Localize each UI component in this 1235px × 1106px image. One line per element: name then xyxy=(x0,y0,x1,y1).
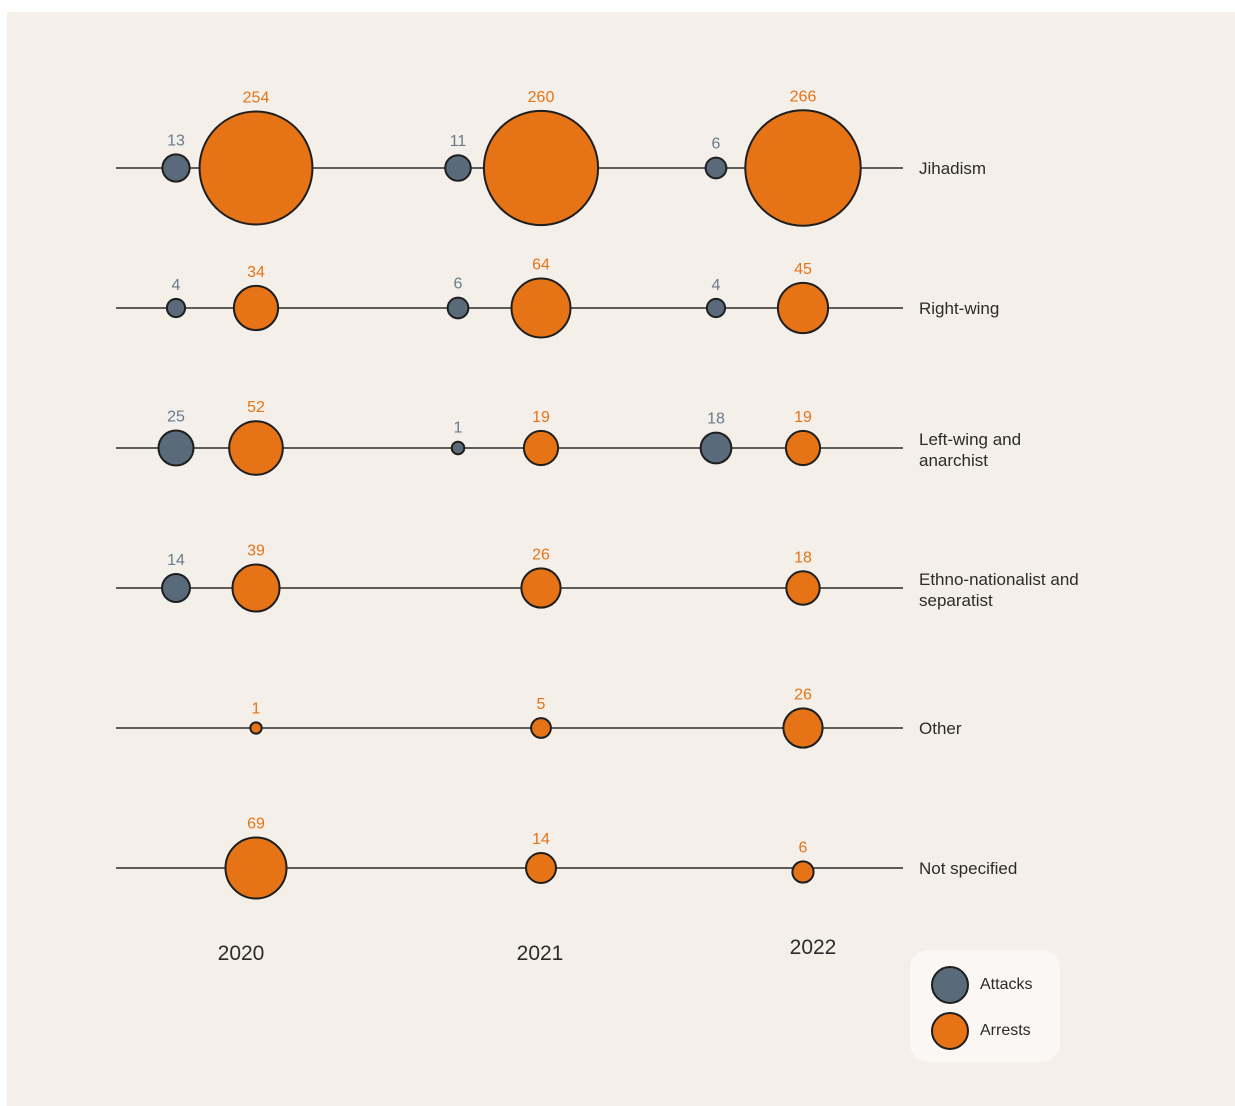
legend-label-attacks: Attacks xyxy=(980,976,1032,993)
arrests-value-2022: 45 xyxy=(794,261,812,278)
arrests-bubble-2020 xyxy=(231,563,281,613)
legend-swatch-attacks xyxy=(931,966,969,1004)
attacks-value-2022: 6 xyxy=(712,136,721,153)
arrests-value-2021: 19 xyxy=(532,409,550,426)
arrests-bubble-2020 xyxy=(198,110,314,226)
arrests-value-2020: 39 xyxy=(247,542,265,559)
attacks-bubble-2022 xyxy=(699,431,733,465)
attacks-value-2020: 25 xyxy=(167,409,185,426)
arrests-bubble-2022 xyxy=(784,429,822,467)
attacks-bubble-2020 xyxy=(161,153,191,183)
arrests-bubble-2020 xyxy=(228,420,284,476)
attacks-value-2020: 4 xyxy=(172,277,181,294)
row-5: Not specified 69 14 6 xyxy=(116,815,1017,900)
arrests-value-2022: 18 xyxy=(794,549,812,566)
legend-box xyxy=(910,950,1060,1062)
row-label: Not specified xyxy=(919,859,1017,878)
arrests-value-2022: 26 xyxy=(794,686,812,703)
arrests-bubble-2022 xyxy=(785,570,821,606)
attacks-bubble-2021 xyxy=(450,440,466,456)
arrests-value-2021: 5 xyxy=(537,696,546,713)
arrests-value-2020: 254 xyxy=(243,90,270,107)
arrests-value-2020: 52 xyxy=(247,399,265,416)
attacks-value-2022: 18 xyxy=(707,411,725,428)
arrests-bubble-2021 xyxy=(522,429,560,467)
arrests-value-2021: 64 xyxy=(532,257,550,274)
legend: Attacks Arrests xyxy=(910,950,1060,1062)
arrests-value-2022: 6 xyxy=(799,839,808,856)
row-label: Jihadism xyxy=(919,159,986,178)
attacks-bubble-2020 xyxy=(157,429,195,467)
row-label: Ethno-nationalist and separatist xyxy=(919,570,1079,610)
row-label: Right-wing xyxy=(919,299,999,318)
attacks-value-2021: 6 xyxy=(454,276,463,293)
attacks-value-2022: 4 xyxy=(712,277,721,294)
arrests-bubble-2021 xyxy=(510,277,572,339)
attacks-bubble-2020 xyxy=(161,573,191,603)
row-4: Other 1 5 26 xyxy=(116,686,962,749)
year-label-2020: 2020 xyxy=(218,942,265,965)
row-label: Other xyxy=(919,719,962,738)
arrests-value-2021: 260 xyxy=(528,89,555,106)
legend-swatch-arrests xyxy=(931,1012,969,1050)
arrests-value-2021: 14 xyxy=(532,831,550,848)
arrests-value-2022: 266 xyxy=(790,88,817,105)
attacks-bubble-2021 xyxy=(446,296,470,320)
row-label: Left-wing and anarchist xyxy=(919,430,1021,470)
row-3: Ethno-nationalist and separatist 14 39 26 18 xyxy=(116,542,1079,613)
arrests-bubble-2020 xyxy=(224,836,288,900)
arrests-value-2020: 69 xyxy=(247,815,265,832)
arrests-bubble-2022 xyxy=(782,707,824,749)
attacks-value-2020: 14 xyxy=(167,552,185,569)
arrests-bubble-2021 xyxy=(482,109,600,227)
legend-label-arrests: Arrests xyxy=(980,1022,1031,1039)
chart-background xyxy=(7,12,1235,1106)
attacks-value-2021: 11 xyxy=(450,133,467,150)
row-2: Left-wing and anarchist 25 1 18 52 19 19 xyxy=(116,399,1021,476)
arrests-bubble-2020 xyxy=(232,284,280,332)
arrests-bubble-2021 xyxy=(525,852,557,884)
attacks-bubble-2022 xyxy=(704,156,728,180)
arrests-bubble-2021 xyxy=(520,567,562,609)
arrests-value-2020: 1 xyxy=(252,700,261,717)
arrests-bubble-2022 xyxy=(791,860,815,884)
year-axis: 2020 2021 2022 xyxy=(218,936,837,965)
arrests-value-2022: 19 xyxy=(794,409,812,426)
attacks-bubble-2021 xyxy=(444,154,472,182)
arrests-bubble-2022 xyxy=(776,281,830,335)
row-0: Jihadism 13 11 6 254 260 266 xyxy=(116,88,986,227)
arrests-bubble-2022 xyxy=(744,109,862,227)
arrests-bubble-2021 xyxy=(530,717,552,739)
year-label-2021: 2021 xyxy=(517,942,564,965)
arrests-bubble-2020 xyxy=(249,721,263,735)
year-label-2022: 2022 xyxy=(790,936,837,959)
arrests-value-2021: 26 xyxy=(532,546,550,563)
arrests-value-2020: 34 xyxy=(247,264,265,281)
attacks-bubble-2020 xyxy=(165,297,187,319)
attacks-bubble-2022 xyxy=(705,297,727,319)
attacks-value-2020: 13 xyxy=(167,132,185,149)
attacks-value-2021: 1 xyxy=(454,420,463,437)
